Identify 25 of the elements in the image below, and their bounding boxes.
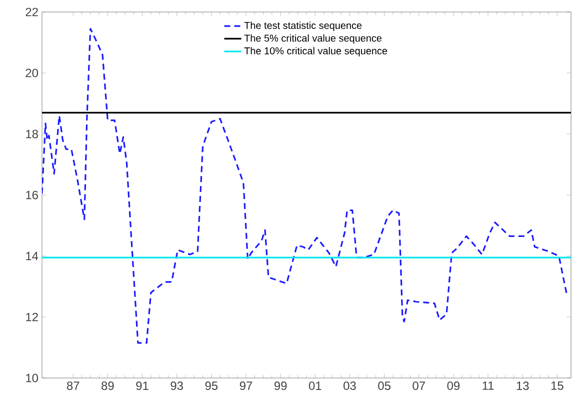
x-tick-label: 91 [136,382,148,390]
x-tick-label: 89 [102,382,114,390]
x-tick-label: 05 [378,382,390,390]
x-tick-label: 93 [170,382,183,390]
legend-label: The 10% critical value sequence [244,47,388,56]
x-tick-label: 87 [66,382,80,390]
x-tick-label: 03 [344,382,356,390]
y-tick-label: 12 [26,312,38,322]
x-tick-label: 95 [205,382,218,390]
x-tick-label: 13 [516,382,529,390]
y-tick-label: 10 [26,374,38,382]
x-tick-label: 97 [240,382,252,390]
y-tick-label: 18 [26,130,38,138]
x-tick-label: 07 [412,382,425,390]
x-tick-label: 11 [482,382,494,390]
x-tick-label: 15 [551,382,564,390]
y-tick-label: 16 [26,190,38,200]
legend-label: The 5% critical value sequence [244,34,382,44]
x-tick-label: 99 [274,382,287,390]
y-tick-label: 14 [26,252,38,260]
x-tick-label: 01 [308,382,322,390]
y-tick-label: 22 [26,8,38,16]
x-tick-label: 09 [447,382,460,390]
legend-label: The test statistic sequence [244,22,362,31]
y-tick-label: 20 [26,68,38,78]
